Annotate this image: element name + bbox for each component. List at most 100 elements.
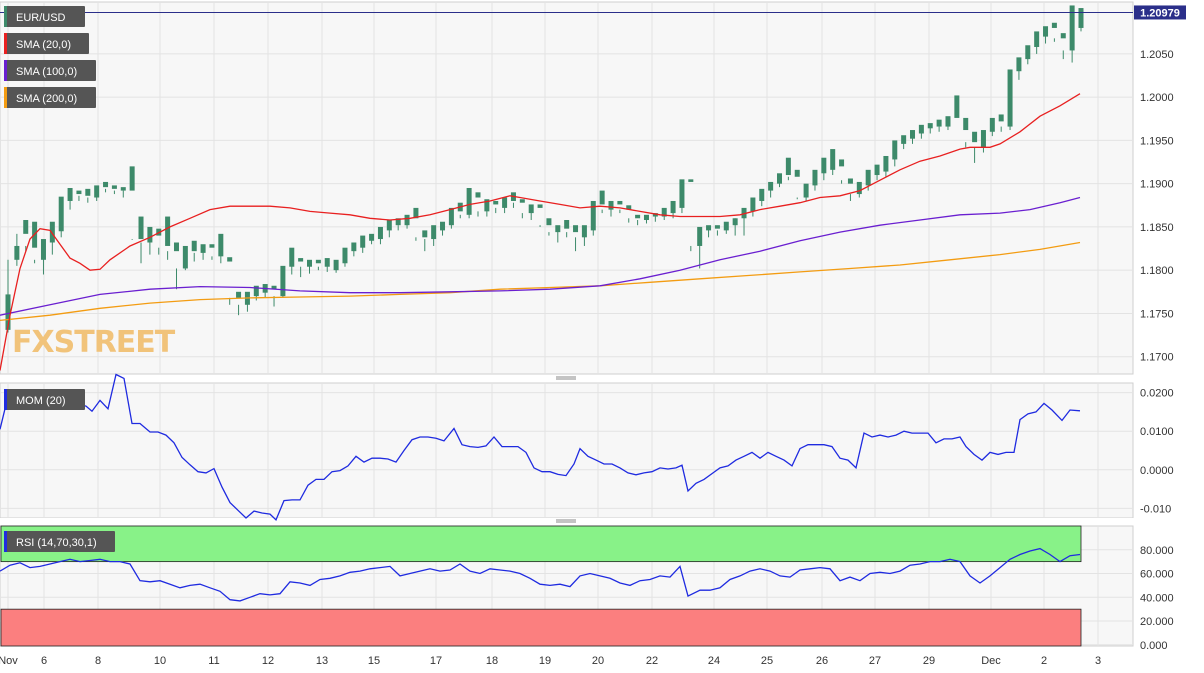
candle-body [892, 140, 898, 160]
legend-sma200-swatch[interactable] [4, 87, 7, 108]
candle [111, 185, 117, 195]
candle-body [103, 181, 109, 188]
legend-sma200-bg[interactable] [4, 87, 96, 108]
candle-body [191, 240, 197, 252]
legend-sma100-bg[interactable] [4, 60, 96, 81]
candle [351, 242, 357, 257]
candle-body [590, 200, 596, 231]
candle-body [998, 114, 1004, 122]
candle [688, 179, 694, 252]
legend-rsi-bg[interactable] [4, 531, 115, 552]
candle-body [395, 218, 401, 226]
momentum-tick-label: 0.0000 [1140, 465, 1174, 477]
candle-body [58, 196, 64, 232]
candle-body [147, 226, 153, 243]
candle [643, 214, 649, 224]
legend-eurusd-bg[interactable] [4, 6, 85, 27]
legend-rsi-swatch[interactable] [4, 531, 7, 552]
legend-momentum-bg[interactable] [4, 389, 85, 410]
candle-body [413, 207, 419, 219]
legend-momentum-swatch[interactable] [4, 389, 7, 410]
legend-sma100-label[interactable]: SMA (100,0) [16, 66, 77, 78]
candle [537, 204, 543, 227]
legend-rsi[interactable]: RSI (14,70,30,1) [4, 531, 115, 552]
date-tick-label: 18 [486, 655, 498, 667]
candle-body [927, 123, 933, 129]
candle-body [484, 199, 490, 212]
date-tick-label: 8 [95, 655, 101, 667]
candle [794, 169, 800, 200]
candle-body [883, 155, 889, 172]
candle-body [643, 214, 649, 221]
candle-body [954, 95, 960, 118]
candle [502, 197, 508, 214]
momentum-line [0, 373, 1081, 522]
price-tick-label: 1.2000 [1140, 92, 1174, 104]
legend-eurusd-swatch[interactable] [4, 6, 7, 27]
candle [972, 131, 978, 163]
legend-sma100-swatch[interactable] [4, 60, 7, 81]
legend-rsi-label[interactable]: RSI (14,70,30,1) [16, 537, 97, 549]
candle [298, 258, 304, 278]
candle-body [271, 285, 277, 290]
date-tick-label: 2 [1041, 655, 1047, 667]
candle [776, 173, 782, 188]
candle [377, 226, 383, 245]
candle [315, 259, 321, 271]
candle [581, 225, 587, 246]
candle-body [670, 200, 676, 214]
legend-sma100[interactable]: SMA (100,0) [4, 60, 96, 81]
candle [333, 259, 339, 273]
legend-sma20-label[interactable]: SMA (20,0) [16, 39, 71, 51]
date-tick-label: 17 [430, 655, 442, 667]
candle-body [768, 181, 774, 191]
candle-body [803, 183, 809, 198]
candle-body [360, 235, 366, 248]
candle [1034, 31, 1040, 54]
candle [546, 218, 552, 236]
legend-sma20[interactable]: SMA (20,0) [4, 33, 89, 54]
legend-sma20-swatch[interactable] [4, 33, 7, 54]
candle-body [289, 247, 295, 267]
candle-body [173, 242, 179, 252]
legend-sma20-bg[interactable] [4, 33, 89, 54]
legend-eurusd-label[interactable]: EUR/USD [16, 12, 66, 24]
candle [307, 259, 313, 274]
candle [679, 179, 685, 214]
legend-momentum-label[interactable]: MOM (20) [16, 395, 66, 407]
rsi-tick-label: 0.000 [1140, 640, 1168, 652]
panel-splitter[interactable] [0, 518, 1204, 524]
panel-splitter[interactable] [0, 375, 1204, 381]
candle-body [1060, 33, 1066, 39]
candle-body [581, 225, 587, 238]
candle-body [1034, 31, 1040, 47]
candle-body [182, 245, 188, 269]
candle [945, 116, 951, 131]
legend-sma200-label[interactable]: SMA (200,0) [16, 93, 77, 105]
date-tick-label: 10 [154, 655, 166, 667]
candle-body [129, 166, 135, 191]
candle-body [688, 179, 694, 182]
candle-body [120, 187, 126, 191]
candle-body [342, 247, 348, 264]
candle [129, 166, 135, 240]
sma-200-line [0, 241, 1081, 322]
candle [138, 216, 144, 264]
candle-body [236, 291, 242, 298]
legend-sma200[interactable]: SMA (200,0) [4, 87, 96, 108]
candle-body [608, 200, 614, 210]
candle [697, 226, 703, 269]
candle-body [723, 221, 729, 231]
watermark-logo: FXSTREET [12, 325, 176, 360]
candle [94, 185, 100, 201]
price-tick-label: 1.1850 [1140, 222, 1174, 234]
momentum-tick-label: 0.0100 [1140, 426, 1174, 438]
candle [1025, 45, 1031, 65]
price-tick-label: 1.1750 [1140, 308, 1174, 320]
candle-body [626, 205, 632, 210]
candle [253, 285, 259, 301]
legend-momentum[interactable]: MOM (20) [4, 389, 85, 410]
legend-eurusd[interactable]: EUR/USD [4, 6, 85, 27]
candle-body [794, 169, 800, 177]
candle-body [714, 225, 720, 229]
